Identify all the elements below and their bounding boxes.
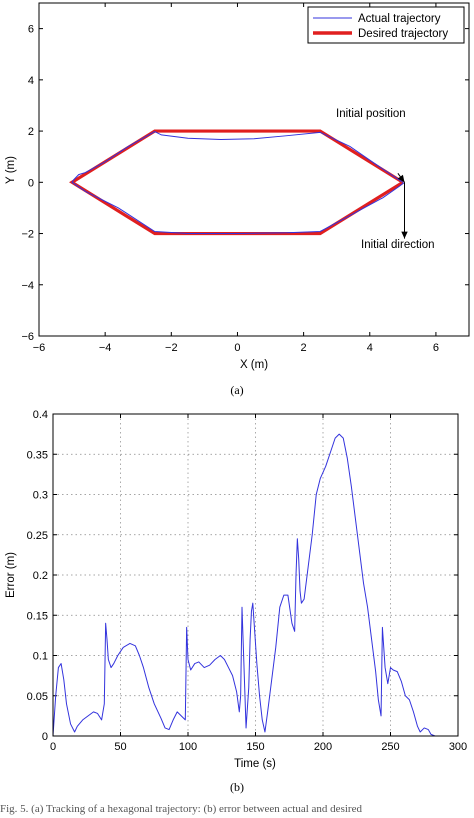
series-error: [52, 433, 436, 737]
annotation-arrow-head: [401, 231, 408, 239]
plot-a-series: [69, 129, 405, 236]
plot-b-series: [52, 433, 436, 737]
plot-a: −6 −4 −2 0 2 4 6 −6 −4 −2 0 2 4 6 Actual trajectory D…: [5, 2, 470, 397]
legend-label-actual: Actual trajectory: [358, 13, 441, 25]
plot-b-axes-box: [52, 413, 459, 737]
legend-label-desired: Desired trajectory: [358, 28, 448, 40]
plot-b-xlabel: Time (s): [234, 758, 276, 770]
plot-a-ytick-label: 4: [28, 75, 34, 87]
plot-a-xtick-label: 2: [301, 342, 307, 354]
plot-b-xtick-label: 250: [381, 741, 399, 753]
plot-a-xtick-label: −6: [33, 342, 46, 354]
plot-b-ytick-label: 0.25: [27, 530, 48, 542]
plot-a-ytick-label: −2: [21, 229, 34, 241]
plot-b-ytick-label: 0.2: [33, 570, 48, 582]
series-desired-trajectory: [69, 129, 404, 236]
plot-b-ytick-label: 0: [42, 731, 48, 743]
annotation-initial-direction: Initial direction: [361, 239, 435, 251]
plot-a-xtick-label: −4: [99, 342, 112, 354]
plot-b-ylabel: Error (m): [5, 552, 17, 598]
plot-a-ytick-label: 6: [28, 24, 34, 36]
legend-box: [307, 6, 465, 44]
plot-b: 0 50 100 150 200 250 300 0 0.05 0.1 0.15 0.2 0.25 0.3…: [5, 409, 467, 794]
caption-a: (a): [230, 383, 243, 397]
plot-a-xtick-label: −2: [165, 342, 178, 354]
plot-a-xtick-label: 0: [234, 342, 240, 354]
plot-a-ytick-label: 0: [28, 177, 34, 189]
caption-b: (b): [230, 780, 244, 794]
plot-a-legend: Actual trajectory Desired trajectory: [307, 6, 465, 44]
annotation-initial-position: Initial position: [336, 108, 406, 120]
plot-a-ytick-label: −6: [21, 331, 34, 343]
plot-b-ytick-label: 0.15: [27, 610, 48, 622]
annotation-arrow-head: [397, 174, 405, 183]
plot-b-xtick-label: 0: [50, 741, 56, 753]
plot-b-ytick-label: 0.35: [27, 449, 48, 461]
plot-b-ytick-label: 0.1: [33, 651, 48, 663]
plot-b-grid: [53, 414, 458, 736]
plot-a-axes-box: [38, 2, 470, 337]
plot-b-ytick-label: 0.4: [33, 409, 48, 421]
plot-b-ytick-label: 0.05: [27, 691, 48, 703]
plot-a-ylabel: Y (m): [5, 156, 17, 184]
plot-b-xtick-label: 50: [114, 741, 126, 753]
plot-b-xtick-label: 200: [314, 741, 332, 753]
figure-caption-text: Fig. 5. (a) Tracking of a hexagonal traj…: [0, 803, 362, 815]
plot-a-xtick-label: 6: [433, 342, 439, 354]
plot-a-xlabel: X (m): [240, 359, 268, 371]
plot-a-ytick-label: 2: [28, 126, 34, 138]
plot-b-xtick-label: 150: [246, 741, 264, 753]
plot-a-ticks: −6 −4 −2 0 2 4 6 −6 −4 −2 0 2 4 6: [21, 3, 469, 354]
plot-a-ytick-label: −4: [21, 280, 34, 292]
plot-b-ticks: 0 50 100 150 200 250 300 0 0.05 0.1 0.15 0.2 0.25 0.3…: [27, 409, 468, 753]
plot-a-arrows: [397, 173, 408, 239]
plot-b-ytick-label: 0.3: [33, 490, 48, 502]
plot-b-xtick-label: 100: [179, 741, 197, 753]
series-actual-trajectory: [71, 131, 405, 235]
plot-b-xtick-label: 300: [449, 741, 467, 753]
plot-a-xtick-label: 4: [367, 342, 373, 354]
